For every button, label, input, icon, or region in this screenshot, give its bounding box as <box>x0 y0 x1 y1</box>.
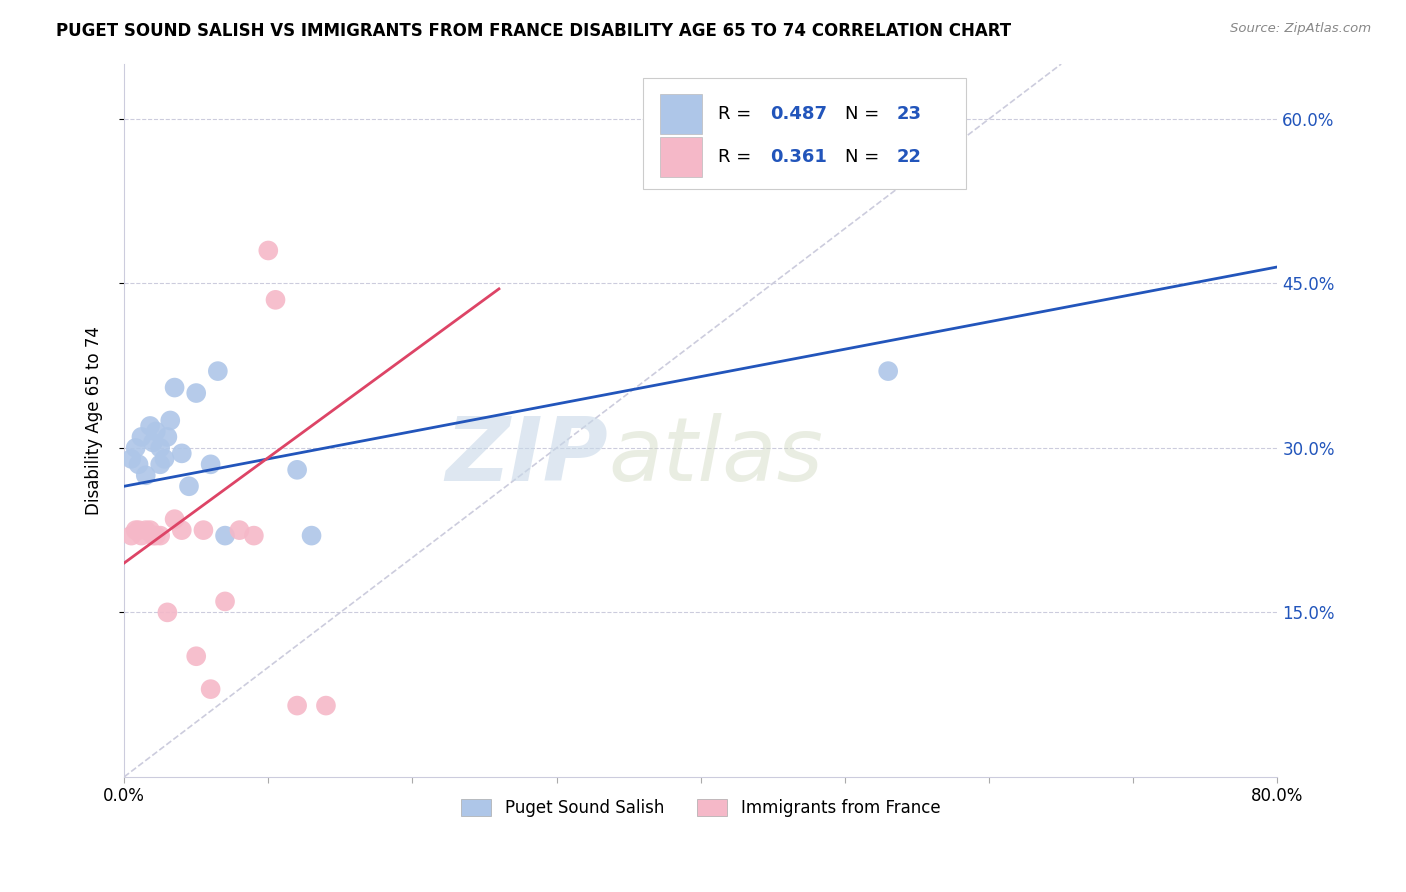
Point <box>177 479 200 493</box>
Text: ZIP: ZIP <box>446 413 609 500</box>
Point <box>200 682 222 697</box>
Point <box>156 430 179 444</box>
Text: N =: N = <box>845 105 884 123</box>
Point <box>163 380 186 394</box>
Text: Source: ZipAtlas.com: Source: ZipAtlas.com <box>1230 22 1371 36</box>
Point <box>139 523 162 537</box>
Point <box>124 441 146 455</box>
Point <box>285 698 308 713</box>
Text: atlas: atlas <box>609 413 824 500</box>
Text: 0.361: 0.361 <box>770 148 827 166</box>
Point <box>200 458 222 472</box>
Point <box>207 364 229 378</box>
Y-axis label: Disability Age 65 to 74: Disability Age 65 to 74 <box>86 326 103 515</box>
Point <box>193 523 215 537</box>
Point <box>228 523 250 537</box>
Point <box>139 419 162 434</box>
Point <box>149 458 172 472</box>
Text: PUGET SOUND SALISH VS IMMIGRANTS FROM FRANCE DISABILITY AGE 65 TO 74 CORRELATION: PUGET SOUND SALISH VS IMMIGRANTS FROM FR… <box>56 22 1011 40</box>
Point <box>142 528 165 542</box>
Point <box>285 463 308 477</box>
Point <box>128 458 150 472</box>
Text: R =: R = <box>718 148 756 166</box>
Point <box>145 425 167 439</box>
Point <box>170 446 193 460</box>
Point <box>149 528 172 542</box>
Legend: Puget Sound Salish, Immigrants from France: Puget Sound Salish, Immigrants from Fran… <box>453 790 949 826</box>
Text: R =: R = <box>718 105 756 123</box>
Point <box>131 528 153 542</box>
Text: 23: 23 <box>897 105 922 123</box>
Point <box>131 430 153 444</box>
Point <box>214 594 236 608</box>
Point <box>264 293 287 307</box>
Point <box>301 528 323 542</box>
Point <box>124 523 146 537</box>
Point <box>257 244 280 258</box>
FancyBboxPatch shape <box>643 78 966 189</box>
Point <box>877 364 900 378</box>
FancyBboxPatch shape <box>661 136 702 177</box>
Point <box>170 523 193 537</box>
Text: 22: 22 <box>897 148 922 166</box>
Point <box>163 512 186 526</box>
Point <box>120 451 142 466</box>
Point <box>149 441 172 455</box>
Text: N =: N = <box>845 148 884 166</box>
Point <box>153 451 176 466</box>
Text: 0.487: 0.487 <box>770 105 827 123</box>
Point <box>135 523 157 537</box>
Point <box>214 528 236 542</box>
Point <box>142 435 165 450</box>
Point <box>120 528 142 542</box>
Point <box>156 606 179 620</box>
Point <box>186 386 208 401</box>
Point <box>135 468 157 483</box>
Point <box>186 649 208 664</box>
Point <box>159 413 181 427</box>
FancyBboxPatch shape <box>661 94 702 134</box>
Point <box>315 698 337 713</box>
Point <box>243 528 266 542</box>
Point <box>145 528 167 542</box>
Point <box>128 523 150 537</box>
